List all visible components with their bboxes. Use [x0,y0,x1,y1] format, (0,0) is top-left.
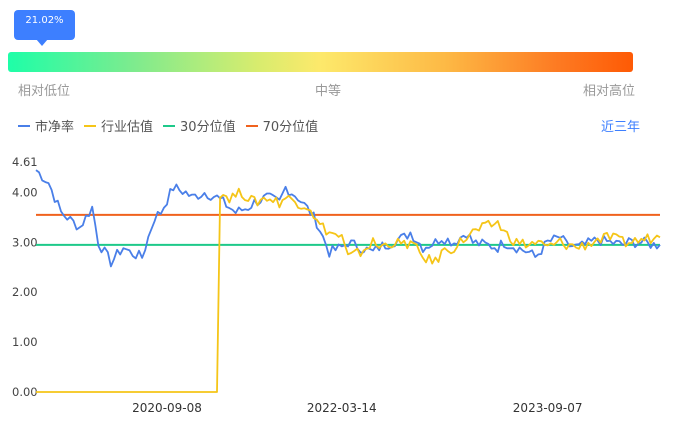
legend-item-p70[interactable]: 70分位值 [245,116,319,135]
legend-label-p30: 30分位值 [180,120,236,135]
scale-label-low: 相对低位 [18,84,71,99]
x-tick-label: 2020-09-08 [132,401,202,415]
chart-legend: 市净率 行业估值 30分位值 70分位值 [18,116,328,135]
legend-item-industry[interactable]: 行业估值 [84,116,153,135]
legend-swatch-p70 [245,124,258,127]
scale-label-high: 相对高位 [583,84,636,99]
period-selector[interactable]: 近三年 [600,120,640,135]
y-tick-label: 1.00 [12,335,38,349]
legend-label-p70: 70分位值 [262,120,319,135]
x-tick-label: 2023-09-07 [513,401,583,415]
legend-label-pb: 市净率 [35,120,75,135]
legend-item-pb[interactable]: 市净率 [18,116,74,135]
y-tick-label: 4.00 [12,185,38,199]
legend-swatch-industry [84,124,97,127]
legend-label-industry: 行业估值 [101,120,154,135]
legend-swatch-p30 [163,124,176,127]
y-tick-label: 2.00 [12,285,38,299]
legend-swatch-pb [18,124,30,127]
series-line [35,169,661,268]
x-tick-label: 2022-03-14 [307,401,377,415]
valuation-gradient-bar [8,52,633,72]
y-tick-label: 3.00 [12,235,38,249]
y-tick-label: 4.61 [12,155,38,169]
series-line [36,187,661,393]
y-tick-label: 0.00 [12,385,38,399]
legend-item-p30[interactable]: 30分位值 [163,116,236,135]
scale-label-mid: 中等 [315,84,342,99]
percentile-tooltip: 21.02% [14,10,75,46]
